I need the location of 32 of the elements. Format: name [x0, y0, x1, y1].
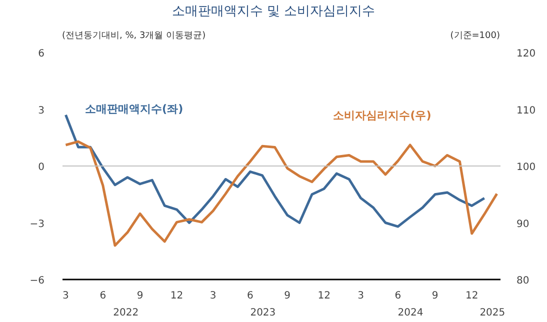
- line-series: [64, 140, 498, 247]
- text: 2022: [113, 308, 139, 318]
- y-tick-label: −6: [30, 276, 45, 286]
- x-tick-label: 9: [432, 290, 438, 302]
- x-tick-label: 12: [318, 290, 330, 302]
- series-label: 소매판매액지수(좌): [85, 102, 184, 116]
- x-tick-label: 12: [465, 290, 478, 302]
- chart-title: 소매판매액지수 및 소비자심리지수: [170, 3, 376, 21]
- text: 2024: [398, 308, 424, 318]
- x-tick-label: 6: [247, 290, 254, 302]
- y-tick-label: 0: [38, 162, 45, 173]
- y2-tick-label: 80: [516, 276, 530, 286]
- text: 2023: [250, 308, 276, 318]
- y2-tick-label: 110: [516, 105, 536, 116]
- y2-tick-label: 90: [516, 218, 530, 230]
- y2-axis-title: (기준=100): [450, 30, 500, 43]
- x-tick-label: 9: [136, 290, 144, 302]
- x-tick-label: 3: [210, 290, 216, 302]
- x-tick-label: 6: [100, 290, 106, 302]
- text: 2025: [480, 308, 506, 318]
- y2-tick-label: 120: [516, 48, 536, 60]
- y-tick-label: −3: [30, 218, 45, 230]
- x-tick-label: 3: [358, 290, 364, 302]
- x-tick-label: 3: [62, 290, 69, 302]
- x-tick-label: 9: [284, 290, 291, 302]
- x-tick-label: 12: [170, 290, 184, 302]
- text: 소비자심리지수(우): [333, 109, 432, 122]
- y-tick-label: 3: [38, 105, 45, 116]
- y2-tick-label: 100: [516, 162, 536, 173]
- y-axis-title: (전년동기대비, %, 3개월 이동평균): [62, 30, 206, 43]
- y-tick-label: 6: [38, 48, 45, 60]
- x-tick-label: 6: [394, 290, 402, 302]
